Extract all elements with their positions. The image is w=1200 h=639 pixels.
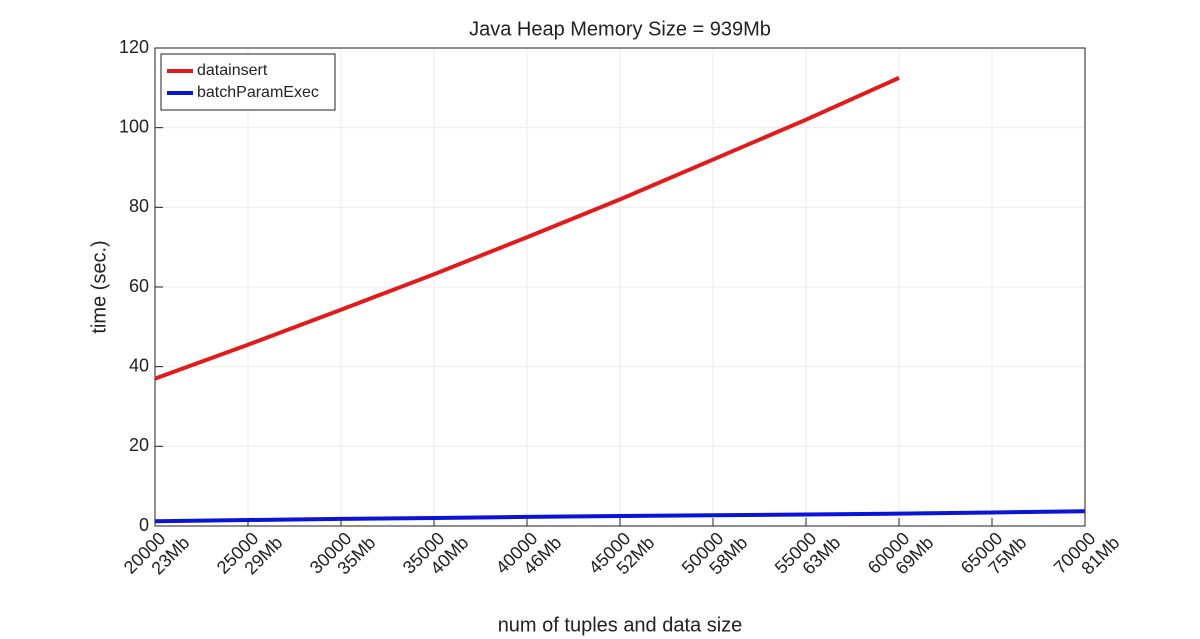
legend-label: batchParamExec xyxy=(197,84,319,101)
x-tick-label: 5500063Mb xyxy=(771,518,845,592)
x-axis-label: num of tuples and data size xyxy=(498,614,743,636)
y-tick-label: 0 xyxy=(139,515,149,535)
x-tick-label: 7000081Mb xyxy=(1050,518,1124,592)
y-tick-label: 40 xyxy=(129,355,149,375)
x-tick-label: 5000058Mb xyxy=(678,518,752,592)
legend: datainsert batchParamExec xyxy=(160,53,336,111)
y-tick-label: 60 xyxy=(129,276,149,296)
y-tick-label: 80 xyxy=(129,196,149,216)
x-tick-label: 6000069Mb xyxy=(864,518,938,592)
legend-box xyxy=(160,53,336,111)
chart-title: Java Heap Memory Size = 939Mb xyxy=(469,18,771,40)
series-line xyxy=(154,509,1086,524)
x-tick-label: 6500075Mb xyxy=(957,518,1031,592)
x-tick-label: 3000035Mb xyxy=(306,518,380,592)
y-tick-label: 20 xyxy=(129,435,149,455)
x-tick-label: 4000046Mb xyxy=(492,518,566,592)
x-tick-label: 3500040Mb xyxy=(399,518,473,592)
x-tick-label: 2500029Mb xyxy=(213,518,287,592)
x-tick-label: 2000023Mb xyxy=(120,518,194,592)
x-tick-label: 4500052Mb xyxy=(585,518,659,592)
series-line xyxy=(154,76,900,381)
legend-label: datainsert xyxy=(197,62,268,79)
plot-frame xyxy=(154,47,1086,527)
y-axis-label: time (sec.) xyxy=(88,240,110,333)
y-tick-label: 120 xyxy=(119,37,149,57)
y-tick-label: 100 xyxy=(119,116,149,136)
